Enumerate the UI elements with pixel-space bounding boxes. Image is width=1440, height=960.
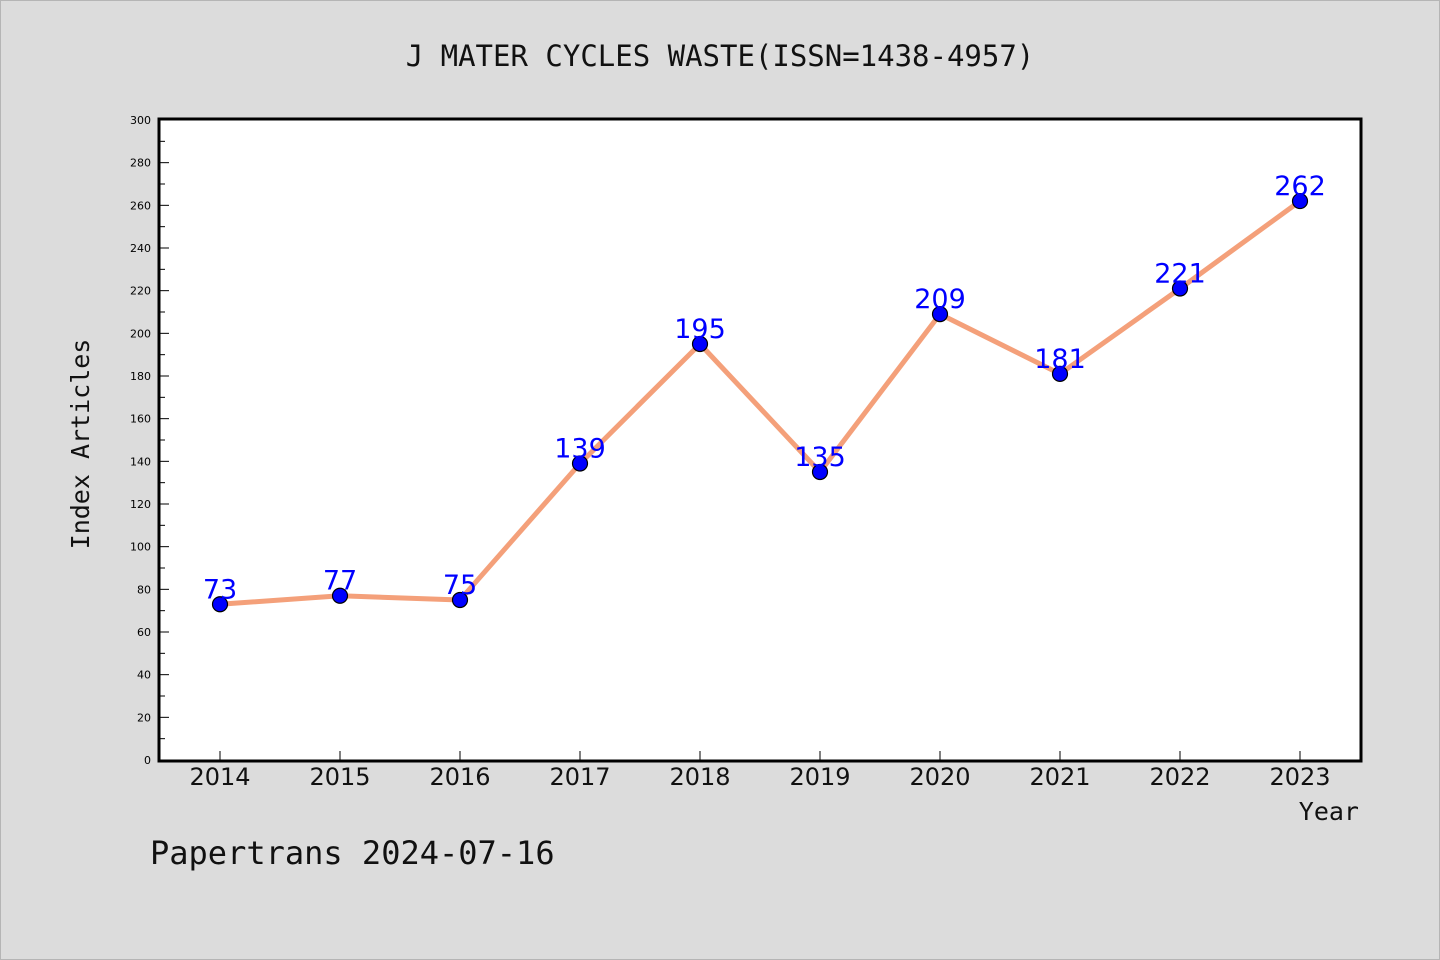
data-label: 195: [674, 314, 726, 345]
x-tick-label: 2014: [189, 763, 250, 791]
footer-text: Papertrans 2024-07-16: [150, 834, 555, 872]
data-label: 135: [794, 442, 846, 473]
y-tick-label: 20: [137, 711, 151, 724]
y-axis-label: Index Articles: [66, 339, 95, 550]
data-point: [1171, 280, 1189, 297]
x-axis: 2014 2015 2016 2017 2018 2019 2020 2021 2022 2023: [189, 751, 1331, 791]
y-tick-label: 0: [144, 754, 151, 767]
x-tick-label: 2015: [309, 763, 370, 791]
x-tick-label: 2020: [909, 763, 970, 791]
x-tick-label: 2022: [1149, 763, 1210, 791]
data-point: [331, 587, 349, 604]
data-label: 221: [1154, 259, 1206, 290]
data-label: 262: [1274, 171, 1326, 202]
x-tick-label: 2019: [789, 763, 850, 791]
data-label: 209: [914, 284, 966, 315]
data-point: [211, 596, 229, 613]
x-tick-label: 2017: [549, 763, 610, 791]
y-tick-label: 260: [130, 199, 151, 212]
series-line: [217, 198, 1303, 607]
x-tick-label: 2016: [429, 763, 490, 791]
data-point: [691, 335, 709, 353]
data-label: 181: [1034, 344, 1086, 375]
y-tick-label: 140: [130, 455, 151, 468]
y-tick-label: 100: [130, 541, 151, 554]
data-label: 75: [443, 570, 477, 601]
data-label: 73: [203, 574, 237, 605]
y-tick-label: 240: [130, 242, 151, 255]
x-axis-label: Year: [1299, 797, 1359, 826]
y-tick-label: 60: [137, 626, 151, 639]
series-group: 73 77 75 139 195 135 209 181 221 262: [203, 171, 1326, 613]
y-tick-label: 40: [137, 669, 151, 682]
y-tick-label: 120: [130, 498, 151, 511]
x-tick-label: 2023: [1269, 763, 1330, 791]
plot-border: [157, 117, 1363, 763]
x-tick-label: 2018: [669, 763, 730, 791]
y-tick-label: 180: [130, 370, 151, 383]
y-tick-label: 80: [137, 583, 151, 596]
data-point: [1051, 365, 1069, 382]
y-tick-label: 160: [130, 413, 151, 426]
y-tick-label: 200: [130, 327, 151, 340]
y-tick-label: 300: [130, 114, 151, 127]
data-point: [811, 463, 829, 481]
y-axis: 0 20 40 60 80 100 120 140 160 180 200 220 240 260 280 3…: [130, 114, 169, 767]
plot-area: [159, 119, 1361, 761]
data-label: 77: [323, 566, 357, 597]
data-point: [931, 306, 949, 323]
y-tick-label: 220: [130, 285, 151, 298]
x-tick-label: 2021: [1029, 763, 1090, 791]
y-tick-label: 280: [130, 157, 151, 170]
data-point: [571, 455, 589, 472]
data-point: [451, 591, 469, 609]
data-label: 139: [554, 433, 606, 464]
data-point: [1291, 192, 1309, 210]
chart-title: J MATER CYCLES WASTE(ISSN=1438-4957): [406, 39, 1035, 73]
